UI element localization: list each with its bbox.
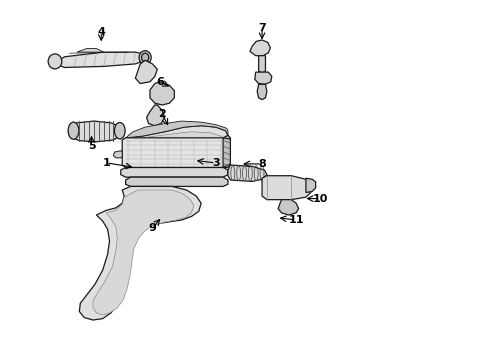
Ellipse shape [142,53,149,62]
Polygon shape [125,177,228,186]
Polygon shape [131,132,221,145]
Polygon shape [150,82,174,105]
Polygon shape [70,121,121,142]
Polygon shape [223,138,230,167]
Ellipse shape [48,54,62,69]
Polygon shape [147,105,165,126]
Text: 7: 7 [258,23,266,33]
Text: 4: 4 [98,27,105,37]
Text: 3: 3 [212,158,220,168]
Polygon shape [259,56,266,73]
Text: 8: 8 [258,159,266,169]
Polygon shape [93,190,194,315]
Polygon shape [250,40,270,56]
Polygon shape [228,165,267,181]
Polygon shape [77,49,104,52]
Polygon shape [122,138,226,167]
Text: 6: 6 [156,77,164,87]
Text: 10: 10 [313,194,328,203]
Polygon shape [135,60,157,84]
Text: 1: 1 [102,158,110,168]
Polygon shape [114,151,122,158]
Text: 11: 11 [289,215,304,225]
Polygon shape [55,52,145,67]
Polygon shape [278,200,298,215]
Text: 2: 2 [158,109,166,119]
Polygon shape [121,167,228,177]
Text: 9: 9 [148,223,156,233]
Polygon shape [125,121,228,138]
Ellipse shape [115,122,125,139]
Polygon shape [223,135,230,167]
Polygon shape [306,178,316,193]
Polygon shape [125,126,228,146]
Polygon shape [262,176,311,200]
Ellipse shape [68,122,79,139]
Polygon shape [257,84,267,100]
Text: 5: 5 [88,141,96,151]
Polygon shape [79,186,201,320]
Ellipse shape [139,51,151,64]
Polygon shape [255,72,272,84]
